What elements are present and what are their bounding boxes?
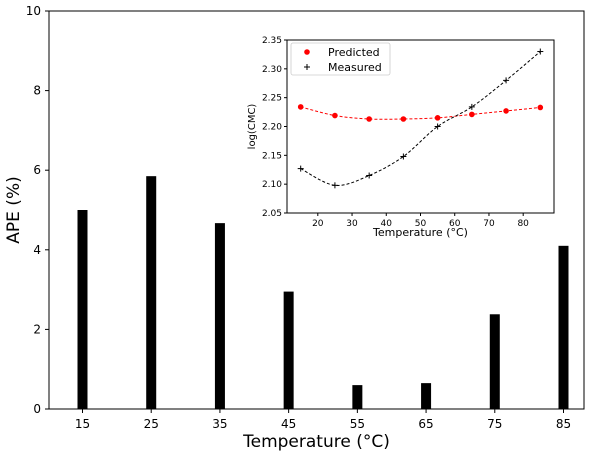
inset-x-tick-label: 30	[346, 219, 358, 229]
point-measured-25	[331, 182, 338, 189]
inset-x-axis-label: Temperature (°C)	[372, 226, 468, 239]
point-predicted-35	[366, 116, 372, 122]
point-predicted-65	[469, 111, 475, 118]
point-measured-85	[537, 48, 544, 55]
bar-85	[558, 245, 569, 409]
inset-x-tick-label: 70	[483, 219, 495, 229]
main-x-tick-label: 55	[350, 417, 365, 431]
point-measured-65	[468, 103, 475, 110]
main-plot-frame	[48, 10, 585, 410]
main-y-tick-label: 8	[33, 84, 41, 98]
main-y-tick-label: 0	[33, 402, 41, 416]
main-x-tick-label: 75	[487, 417, 502, 431]
point-measured-15	[297, 165, 304, 172]
point-measured-35	[366, 172, 373, 179]
main-y-tick-label: 6	[33, 163, 41, 177]
inset-x-ticks: 20 30 40 50 60 70 80	[312, 213, 529, 229]
inset-y-tick-label: 2.10	[262, 180, 282, 190]
point-predicted-45	[400, 116, 407, 122]
bar-25	[146, 176, 157, 409]
series-line-predicted	[300, 106, 541, 120]
inset-y-tick-label: 2.25	[262, 94, 282, 104]
bar-series	[77, 176, 569, 409]
main-x-tick-label: 45	[281, 417, 296, 431]
inset-x-tick-label: 50	[415, 219, 427, 229]
inset-legend: Predicted Measured	[290, 42, 391, 76]
point-predicted-85	[537, 104, 544, 111]
inset-series	[297, 48, 544, 189]
bar-55	[352, 385, 363, 409]
bar-65	[421, 383, 432, 409]
inset-x-tick-label: 60	[449, 219, 461, 229]
main-y-axis-label: APE (%)	[4, 176, 24, 243]
main-bar-chart: 15 25 35 45 55 65 75 85 0 2 4 6 8 10 Temperature (°C…	[4, 4, 585, 452]
inset-x-tick-label: 80	[517, 219, 529, 229]
main-y-tick-label: 4	[33, 243, 41, 257]
point-measured-45	[400, 153, 407, 160]
point-measured-75	[503, 77, 510, 84]
inset-background	[240, 30, 570, 242]
inset-x-tick-label: 20	[312, 219, 324, 229]
bar-35	[214, 223, 225, 409]
point-predicted-75	[503, 108, 509, 114]
main-x-tick-label: 15	[75, 417, 90, 431]
bar-75	[489, 314, 500, 409]
legend-label-measured: Measured	[328, 61, 382, 74]
point-predicted-25	[332, 112, 338, 119]
legend-box	[290, 42, 391, 76]
main-x-axis-label: Temperature (°C)	[242, 432, 390, 452]
point-predicted-15	[297, 104, 304, 110]
inset-y-tick-label: 2.15	[262, 151, 282, 161]
main-y-tick-label: 2	[33, 322, 41, 336]
bar-45	[283, 291, 294, 409]
inset-y-tick-label: 2.30	[262, 65, 282, 75]
inset-y-tick-label: 2.05	[262, 209, 282, 219]
legend-marker-predicted	[304, 49, 310, 55]
legend-marker-measured	[304, 64, 310, 70]
point-measured-55	[434, 123, 441, 130]
legend-label-predicted: Predicted	[328, 46, 380, 59]
inset-y-ticks: 2.05 2.10 2.15 2.20 2.25 2.30 2.35	[262, 36, 287, 219]
bar-15	[77, 210, 88, 409]
main-x-tick-label: 35	[212, 417, 227, 431]
inset-line-chart: 20 30 40 50 60 70 80 2.052.102.152.202.252.302…	[240, 30, 570, 242]
main-x-tick-label: 65	[418, 417, 433, 431]
main-y-tick-label: 10	[26, 4, 41, 18]
inset-y-axis-label: log(CMC)	[247, 104, 258, 150]
main-x-tick-label: 25	[144, 417, 159, 431]
inset-x-tick-label: 40	[381, 219, 393, 229]
point-predicted-55	[434, 115, 441, 121]
inset-y-tick-label: 2.20	[262, 123, 282, 133]
main-x-tick-label: 85	[556, 417, 571, 431]
inset-y-tick-label: 2.35	[262, 36, 282, 46]
main-y-ticks: 0 2 4 6 8 10	[26, 4, 49, 416]
main-x-ticks: 15 25 35 45 55 65 75 85	[75, 409, 571, 431]
